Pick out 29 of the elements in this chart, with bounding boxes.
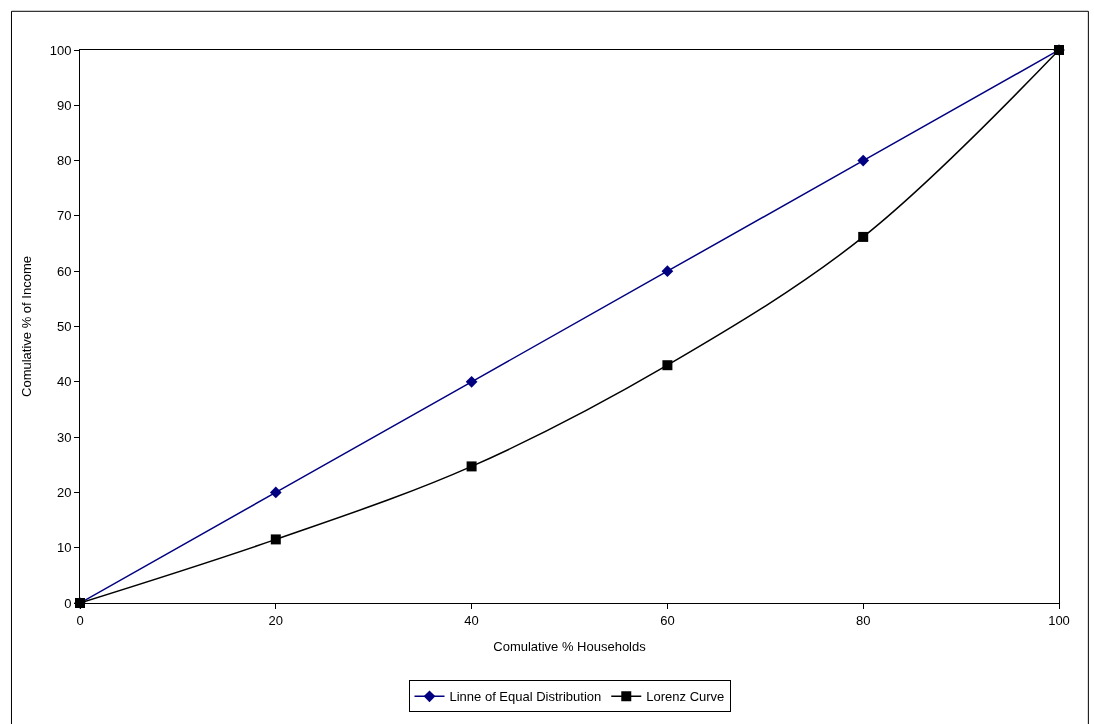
point (858, 231, 869, 242)
point (662, 360, 673, 371)
y-tick-label: 20 (56, 484, 72, 500)
x-tick-label: 60 (660, 612, 675, 628)
y-axis-title: Comulative % of Income (18, 256, 34, 397)
y-tick-label: 60 (56, 263, 72, 279)
y-tick-label: 50 (56, 319, 72, 335)
x-tick-label: 20 (268, 612, 284, 628)
point (270, 534, 281, 545)
y-tick-label: 30 (56, 429, 72, 445)
y-tick-label: 90 (56, 97, 72, 113)
x-tick-label: 100 (1048, 612, 1070, 628)
point (269, 486, 282, 499)
legend-label: Lorenz Curve (646, 689, 725, 705)
point (661, 265, 674, 278)
point (466, 461, 477, 472)
x-tick-label: 0 (76, 612, 84, 628)
legend-label: Linne of Equal Distribution (449, 689, 602, 705)
y-tick-label: 0 (64, 595, 72, 611)
x-tick-label: 40 (464, 612, 479, 628)
point (857, 154, 870, 167)
x-tick-label: 80 (855, 612, 871, 628)
point (465, 375, 478, 388)
y-tick-label: 80 (56, 153, 72, 169)
x-axis-title: Comulative % Households (493, 639, 647, 655)
y-tick-label: 10 (56, 540, 72, 556)
y-tick-label: 40 (56, 374, 72, 390)
y-tick-label: 70 (56, 208, 72, 224)
y-tick-label: 100 (49, 42, 72, 58)
